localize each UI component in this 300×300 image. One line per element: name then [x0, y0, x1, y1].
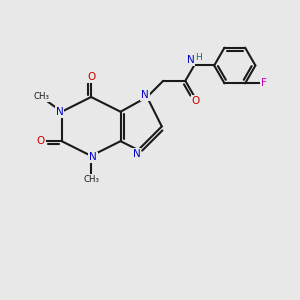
Text: O: O [87, 72, 95, 82]
Text: CH₃: CH₃ [83, 175, 99, 184]
Text: N: N [141, 90, 149, 100]
Text: F: F [261, 78, 267, 88]
Text: H: H [195, 53, 202, 62]
Text: N: N [56, 107, 64, 117]
Text: N: N [187, 55, 194, 65]
Text: O: O [191, 95, 200, 106]
Text: N: N [133, 149, 141, 159]
Text: CH₃: CH₃ [34, 92, 50, 101]
Text: O: O [37, 136, 45, 146]
Text: N: N [89, 152, 97, 162]
